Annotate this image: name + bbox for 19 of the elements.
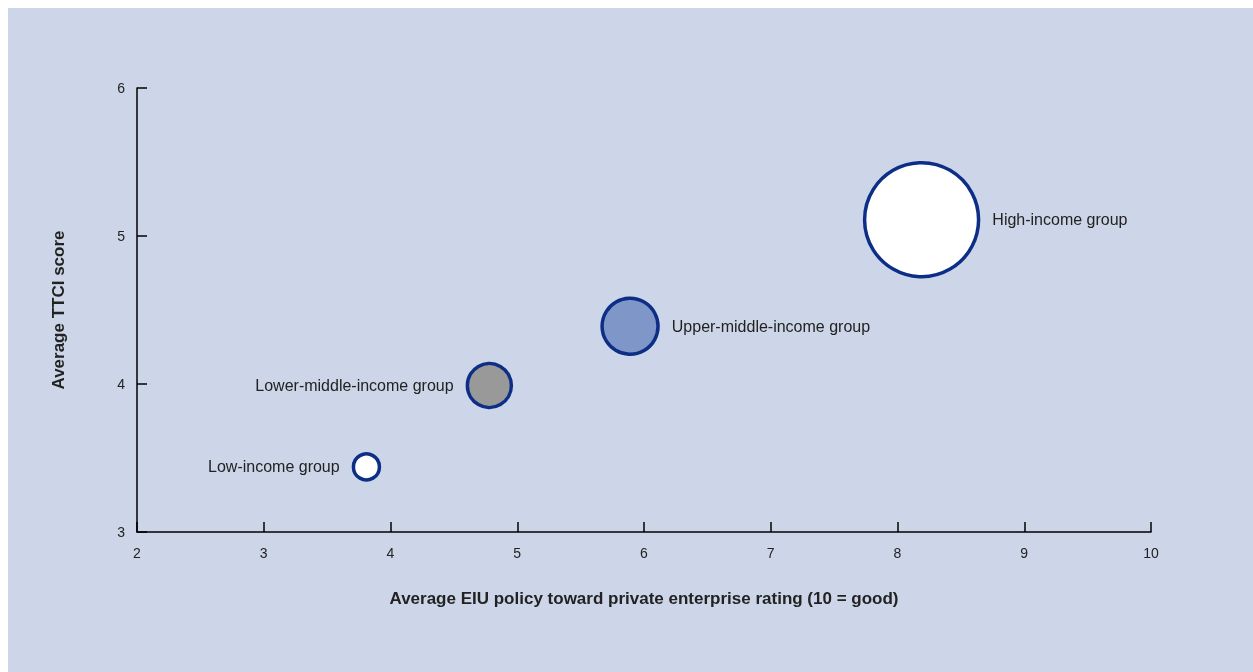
y-tick-label: 4 [117,376,126,392]
x-tick-label: 7 [766,545,775,561]
y-tick-label: 3 [117,524,126,540]
x-tick-label: 5 [513,545,522,561]
x-tick-label: 2 [133,545,142,561]
x-axis-title: Average EIU policy toward private enterprise rating (10 = good) [389,589,899,608]
y-tick-label: 6 [117,80,126,96]
series-label: Upper-middle-income group [671,317,871,335]
x-tick-label: 9 [1020,545,1029,561]
x-tick-label: 4 [386,545,395,561]
series-label: High-income group [992,211,1128,229]
series-label: Lower-middle-income group [255,376,454,394]
x-tick-label: 8 [893,545,902,561]
y-axis-title: Average TTCI score [49,230,68,390]
x-tick-label: 6 [640,545,649,561]
x-tick-label: 3 [259,545,268,561]
x-tick-label: 10 [1143,545,1159,561]
y-tick-label: 5 [117,228,126,244]
series-label: Low-income group [208,458,340,476]
